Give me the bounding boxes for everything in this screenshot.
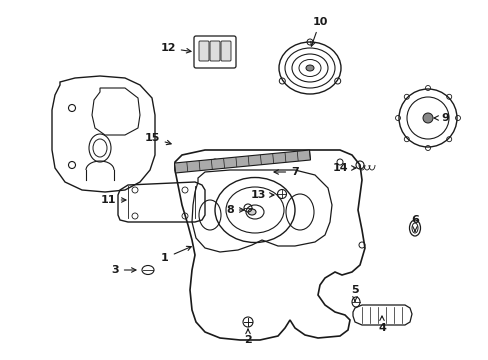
FancyBboxPatch shape — [199, 41, 208, 61]
Text: 8: 8 — [225, 205, 244, 215]
Text: 11: 11 — [100, 195, 126, 205]
Text: 5: 5 — [350, 285, 358, 301]
FancyBboxPatch shape — [209, 41, 220, 61]
Text: 15: 15 — [144, 133, 171, 145]
Text: 1: 1 — [161, 246, 191, 263]
Text: 10: 10 — [310, 17, 327, 46]
Ellipse shape — [247, 209, 256, 215]
Text: 7: 7 — [273, 167, 298, 177]
Text: 2: 2 — [244, 329, 251, 345]
FancyBboxPatch shape — [221, 41, 230, 61]
Polygon shape — [174, 150, 310, 173]
Text: 9: 9 — [433, 113, 448, 123]
Text: 12: 12 — [160, 43, 191, 53]
Text: 3: 3 — [111, 265, 136, 275]
Text: 6: 6 — [410, 215, 418, 231]
Ellipse shape — [305, 65, 313, 71]
Ellipse shape — [422, 113, 432, 123]
Text: 4: 4 — [377, 316, 385, 333]
Text: 13: 13 — [250, 190, 273, 200]
Text: 14: 14 — [331, 163, 355, 173]
